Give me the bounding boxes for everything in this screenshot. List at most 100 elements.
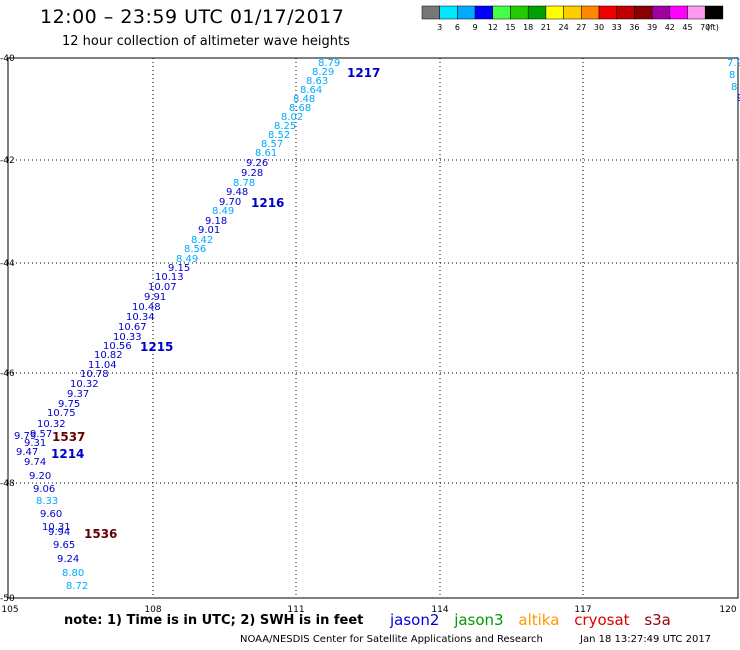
wave-height-value: 10.07 xyxy=(148,282,177,293)
legend-swatch xyxy=(421,5,440,20)
wave-height-value: 8.33 xyxy=(36,496,58,507)
longitude-label: 108 xyxy=(144,605,161,615)
legend-swatch xyxy=(598,5,617,20)
legend-unit: (ft) xyxy=(707,23,719,32)
legend-tick-label: 18 xyxy=(523,23,533,32)
pass-number-label: 1216 xyxy=(251,196,284,210)
wave-height-value: 8.49 xyxy=(212,206,234,217)
legend-tick-label: 30 xyxy=(594,23,604,32)
wave-height-value: 9.20 xyxy=(29,471,51,482)
longitude-label: 120 xyxy=(719,605,736,615)
wave-height-value: 9.47 xyxy=(16,447,38,458)
wave-height-value: 9 xyxy=(737,93,740,104)
wave-height-value: 9.60 xyxy=(40,509,62,520)
legend-tick-label: 6 xyxy=(455,23,460,32)
wave-height-value: 9.74 xyxy=(24,457,46,468)
wave-height-value: 10.34 xyxy=(126,312,155,323)
wave-height-value: 10.67 xyxy=(118,322,147,333)
wave-height-value: 9.18 xyxy=(205,216,227,227)
page-title: 12:00 – 23:59 UTC 01/17/2017 xyxy=(40,6,345,28)
wave-height-value: 10.13 xyxy=(155,272,184,283)
wave-height-value: 9.91 xyxy=(144,292,166,303)
wave-height-value: 9.57 xyxy=(30,429,52,440)
satellite-cryosat: cryosat xyxy=(574,611,630,629)
pass-number-label: 1214 xyxy=(51,447,84,461)
legend-swatch xyxy=(510,5,529,20)
satellite-jason3: jason3 xyxy=(454,611,504,629)
wave-height-value: 10.33 xyxy=(113,332,142,343)
legend-swatch xyxy=(687,5,706,20)
wave-height-value: 9.70 xyxy=(219,197,241,208)
wave-height-value: 8.57 xyxy=(261,139,283,150)
legend-tick-label: 39 xyxy=(647,23,657,32)
pass-number-label: 1217 xyxy=(347,66,380,80)
wave-height-value: 8.68 xyxy=(289,103,311,114)
pass-number-label: 1537 xyxy=(52,430,85,444)
pass-labels: 1217 1216 1215 1214 1537 1536 xyxy=(51,66,380,541)
legend-tick-label: 45 xyxy=(682,23,692,32)
wave-height-value: 8.61 xyxy=(255,148,277,159)
latitude-label: -40 xyxy=(0,54,15,64)
note-text: note: 1) Time is in UTC; 2) SWH is in fe… xyxy=(64,613,364,628)
wave-height-value: 8.29 xyxy=(312,67,334,78)
wave-height-value: 9.79 xyxy=(14,431,36,442)
wave-height-value: 8.49 xyxy=(176,254,198,265)
legend-tick-label: 21 xyxy=(541,23,551,32)
legend-swatch xyxy=(651,5,671,20)
legend-swatch xyxy=(492,5,511,20)
wave-height-value: 8 xyxy=(731,82,737,93)
longitude-label: 117 xyxy=(574,605,591,615)
wave-height-value: 8.25 xyxy=(274,121,296,132)
wave-height-value: 8.56 xyxy=(184,244,206,255)
satellite-altika: altika xyxy=(518,611,560,629)
wave-height-value: 8.79 xyxy=(318,58,340,69)
wave-height-value: 8.63 xyxy=(306,76,328,87)
longitude-label: 111 xyxy=(287,605,304,615)
legend-swatch xyxy=(474,5,494,20)
wave-height-value: 9.26 xyxy=(246,158,268,169)
legend-tick-label: 27 xyxy=(576,23,586,32)
wave-height-value: 8.02 xyxy=(281,112,303,123)
wave-height-value: 9.48 xyxy=(226,187,248,198)
legend-tick-label: 24 xyxy=(559,23,569,32)
wave-height-value: 9.65 xyxy=(53,540,75,551)
legend-swatch xyxy=(527,5,547,20)
map-frame xyxy=(7,57,739,599)
wave-height-value: 9.15 xyxy=(168,263,190,274)
legend-swatch xyxy=(704,5,724,20)
legend-swatch xyxy=(439,5,458,20)
latitude-label: -48 xyxy=(0,479,15,489)
pass-number-label: 1536 xyxy=(84,527,117,541)
legend-tick-label: 36 xyxy=(629,23,639,32)
wave-height-value: 9.01 xyxy=(198,225,220,236)
legend-tick-label: 33 xyxy=(612,23,622,32)
wave-height-value: 11.04 xyxy=(88,360,117,371)
wave-height-value: 10.75 xyxy=(47,408,76,419)
wave-height-value: 8.80 xyxy=(62,568,84,579)
legend-tick-label: 9 xyxy=(473,23,478,32)
wave-height-value: 8 xyxy=(729,70,735,81)
wave-height-value: 9.37 xyxy=(67,389,89,400)
legend-swatch xyxy=(581,5,600,20)
wave-height-value: 10.78 xyxy=(80,369,109,380)
wave-height-value: 8.72 xyxy=(66,581,88,592)
wave-height-value: 10.56 xyxy=(103,341,132,352)
satellite-legend: jason2 jason3 altika cryosat s3a xyxy=(390,611,681,629)
legend-tick-label: 12 xyxy=(488,23,498,32)
wave-height-value: 10.48 xyxy=(132,302,161,313)
wave-height-value: 10.32 xyxy=(70,379,99,390)
page-subtitle: 12 hour collection of altimeter wave hei… xyxy=(62,34,350,49)
wave-height-value: 7.9 xyxy=(727,58,740,69)
wave-height-value: 9.75 xyxy=(58,399,80,410)
wave-height-value: 9.31 xyxy=(24,438,46,449)
wave-height-value: 8.64 xyxy=(300,85,322,96)
legend-swatch xyxy=(669,5,688,20)
legend-tick-label: 70 xyxy=(700,23,710,32)
generated-timestamp: Jan 18 13:27:49 UTC 2017 xyxy=(580,634,712,645)
wave-height-measurements: 8.798.298.638.648.488.688.028.258.528.57… xyxy=(14,58,740,592)
legend-tick-label: 15 xyxy=(505,23,515,32)
longitude-label: 105 xyxy=(1,605,18,615)
latitude-label: -50 xyxy=(0,594,15,604)
